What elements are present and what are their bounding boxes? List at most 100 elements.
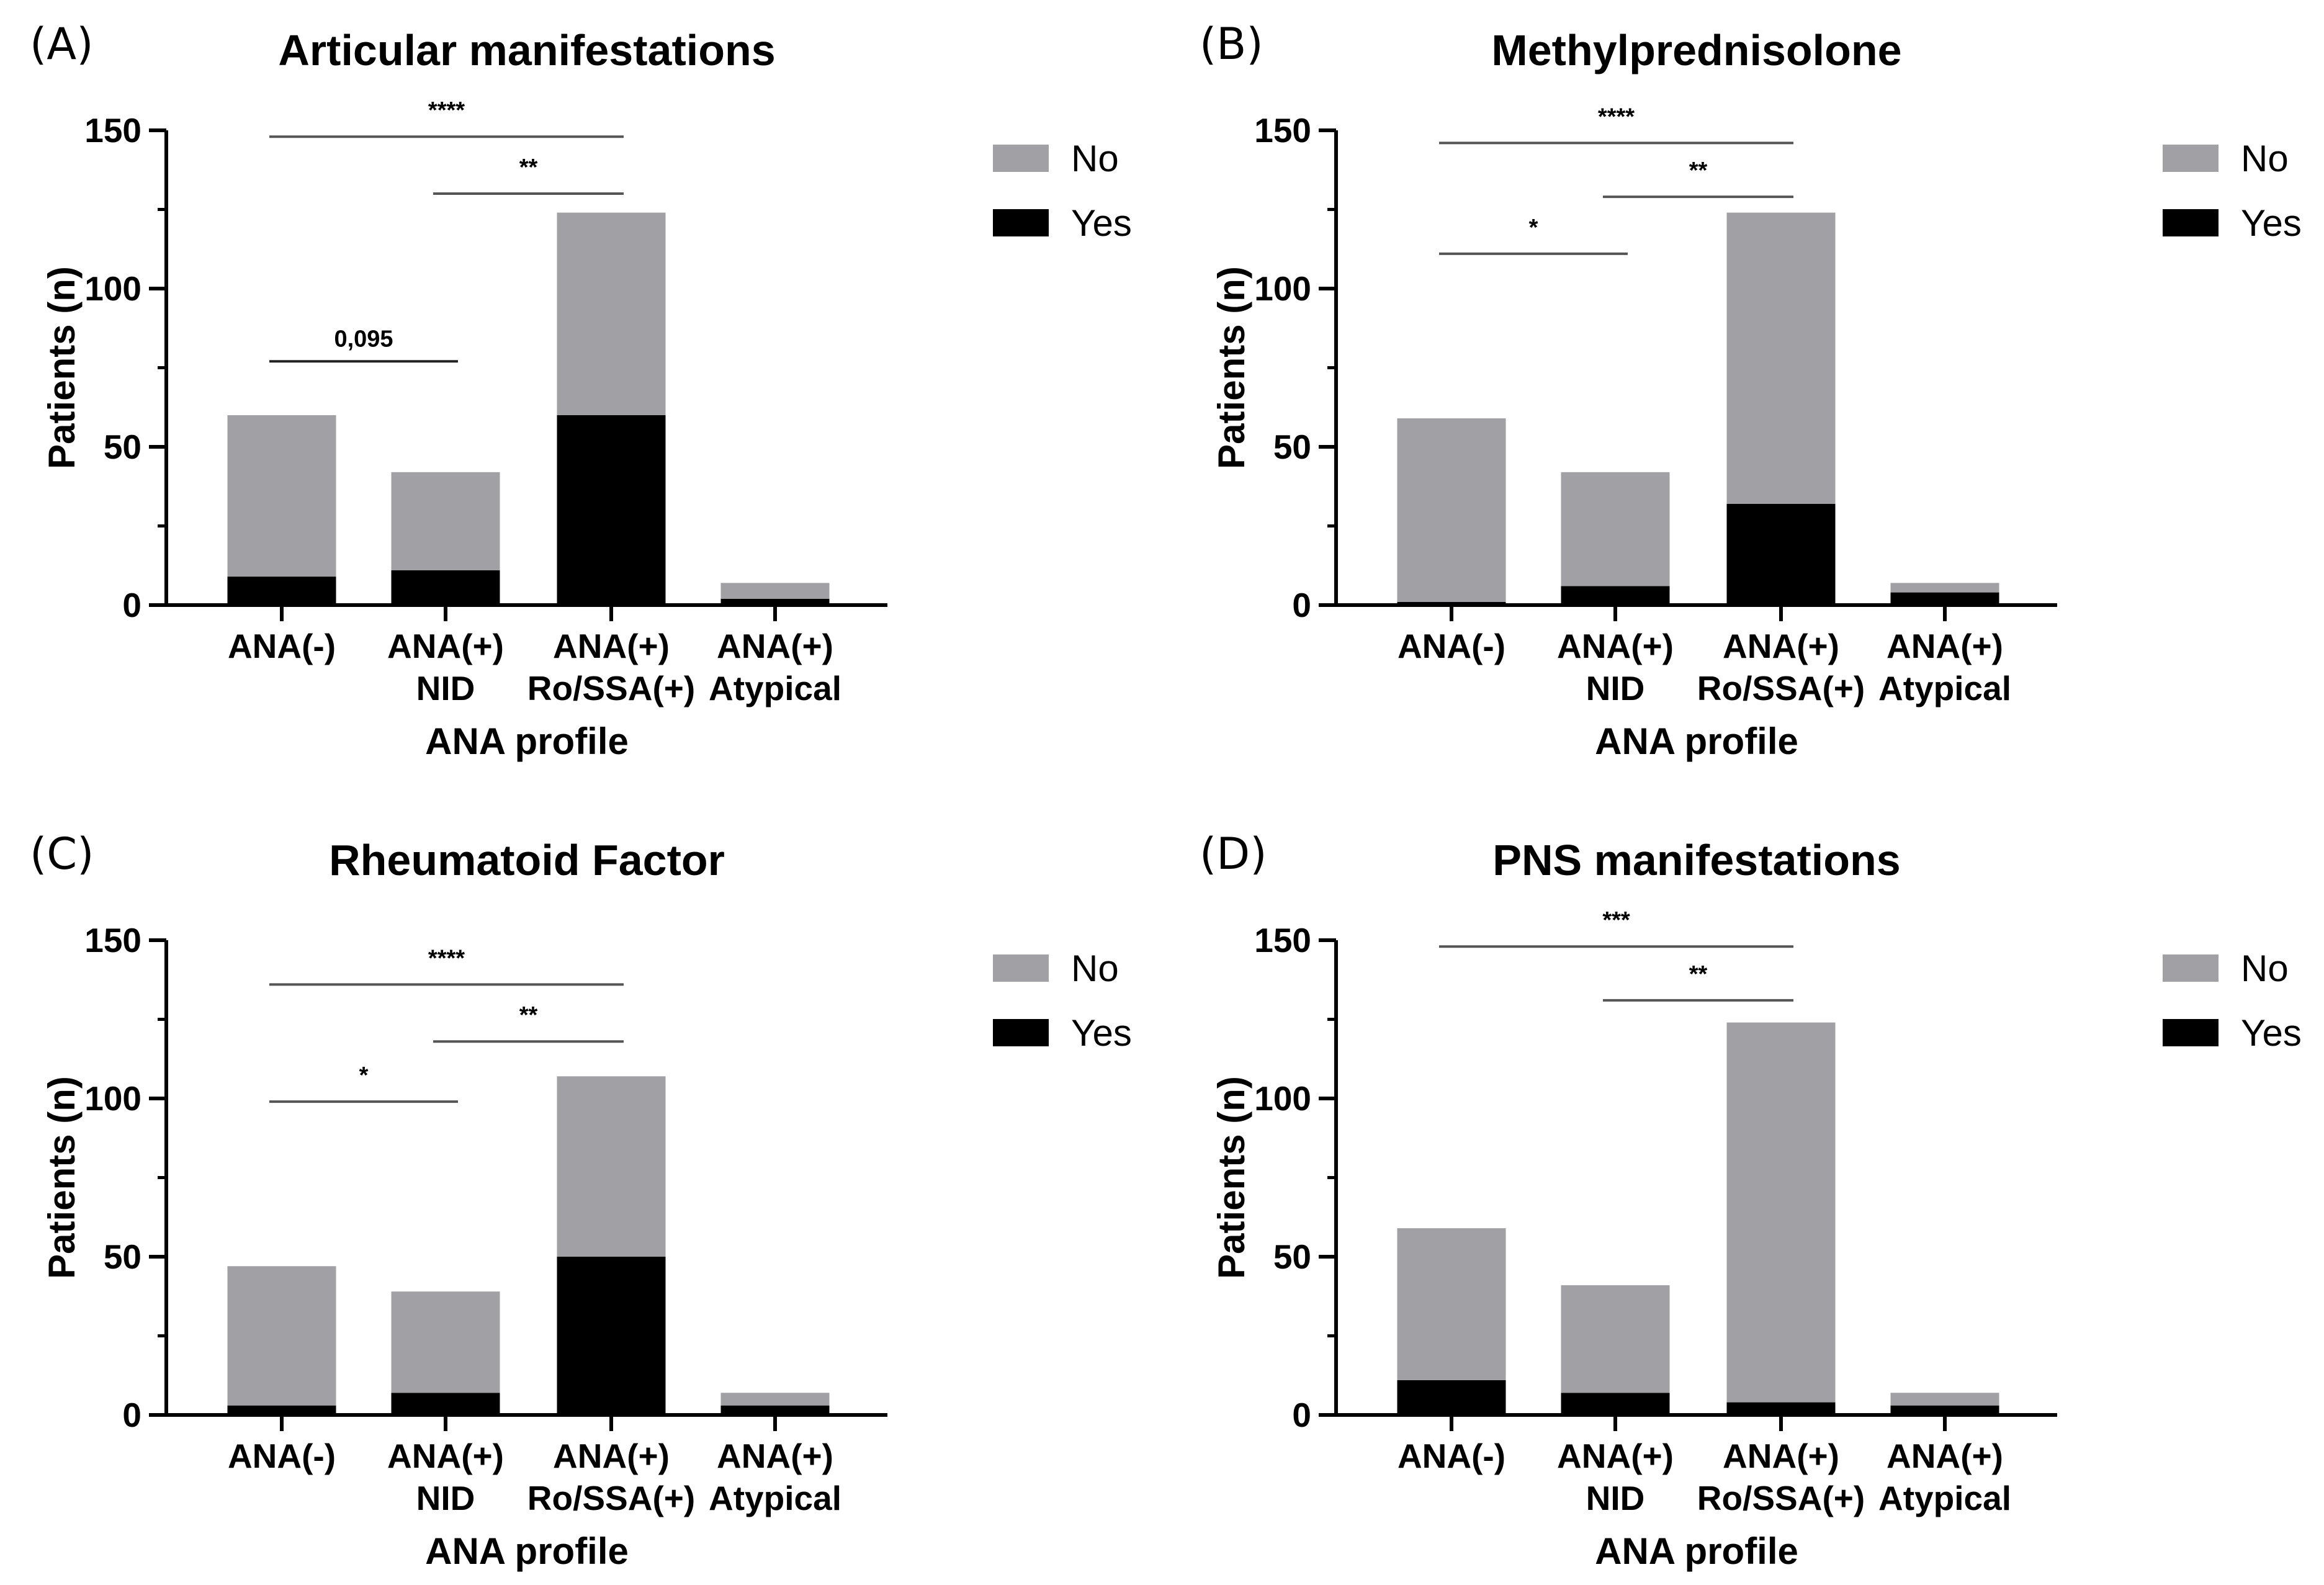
- y-tick-label: 50: [1273, 428, 1311, 466]
- x-tick-label: ANA(-): [228, 627, 336, 665]
- x-tick-label: Ro/SSA(+): [527, 1479, 695, 1517]
- y-tick-label: 50: [104, 1237, 141, 1276]
- x-tick-label: NID: [416, 669, 475, 707]
- bar-yes: [227, 577, 336, 605]
- x-tick-label: NID: [1586, 1479, 1645, 1517]
- significance-label: ****: [428, 97, 465, 123]
- bar-yes: [1890, 1405, 1999, 1415]
- legend-swatch-no: [993, 954, 1049, 982]
- significance-label: ****: [1598, 104, 1635, 130]
- bar-yes: [227, 1405, 336, 1415]
- legend-label-yes: Yes: [2241, 202, 2302, 244]
- bar-no: [720, 1393, 830, 1406]
- legend-swatch-no: [993, 145, 1049, 172]
- legend-label-no: No: [1071, 138, 1119, 179]
- x-tick-label: ANA(+): [1723, 627, 1839, 665]
- x-tick-label: NID: [1586, 669, 1645, 707]
- y-tick-label: 100: [1254, 1079, 1311, 1118]
- significance-label: **: [1689, 158, 1708, 184]
- bar-no: [720, 583, 830, 599]
- legend-swatch-yes: [993, 1019, 1049, 1046]
- y-tick-label: 150: [84, 921, 141, 959]
- x-tick-label: Atypical: [709, 669, 841, 707]
- y-tick-label: 0: [1292, 1396, 1311, 1434]
- x-tick-label: ANA(-): [1398, 1437, 1505, 1475]
- bar-yes: [557, 1257, 666, 1415]
- x-axis-label: ANA profile: [1595, 1530, 1798, 1572]
- y-tick-label: 0: [122, 1396, 141, 1434]
- y-tick-label: 0: [122, 586, 141, 624]
- y-tick-label: 100: [84, 269, 141, 308]
- bar-no: [227, 415, 336, 577]
- bar-yes: [557, 415, 666, 605]
- x-tick-label: ANA(+): [553, 627, 670, 665]
- bar-no: [1561, 1285, 1670, 1393]
- x-tick-label: ANA(+): [1887, 1437, 2003, 1475]
- x-tick-label: NID: [416, 1479, 475, 1517]
- y-tick-label: 0: [1292, 586, 1311, 624]
- legend-swatch-yes: [2163, 1019, 2219, 1046]
- y-tick-label: 150: [84, 111, 141, 150]
- x-tick-label: ANA(+): [1887, 627, 2003, 665]
- x-axis-label: ANA profile: [425, 1530, 629, 1572]
- chart-panel-c: (C) Rheumatoid Factor 0 50 100 150 Patients (n…: [30, 828, 1132, 1572]
- bar-yes: [1726, 1402, 1836, 1415]
- chart-panel-b: (B) Methylprednisolone 0 50 100 150 Patients (…: [1200, 19, 2302, 762]
- legend-swatch-no: [2163, 145, 2219, 172]
- significance-label: *: [359, 1062, 369, 1089]
- panel-label: (D): [1200, 828, 1267, 879]
- y-axis-label: Patients (n): [41, 266, 83, 469]
- x-tick-label: ANA(+): [1723, 1437, 1839, 1475]
- significance-label: **: [519, 155, 538, 181]
- bar-yes: [1561, 1393, 1670, 1415]
- panel-label: (B): [1200, 19, 1263, 70]
- x-tick-label: Ro/SSA(+): [1697, 1479, 1865, 1517]
- y-tick-label: 50: [1273, 1237, 1311, 1276]
- bar-no: [1890, 1393, 1999, 1406]
- bar-no: [391, 472, 500, 570]
- chart-panel-d: (D) PNS manifestations 0 50 100 150 Patients (…: [1200, 828, 2302, 1572]
- bar-yes: [1397, 601, 1506, 605]
- bar-yes: [1890, 592, 1999, 605]
- x-axis-label: ANA profile: [1595, 721, 1798, 762]
- bar-no: [1561, 472, 1670, 586]
- chart-title: Methylprednisolone: [1491, 26, 1901, 74]
- legend-label-no: No: [1071, 948, 1119, 989]
- legend-swatch-no: [2163, 954, 2219, 982]
- x-tick-label: ANA(+): [717, 1437, 833, 1475]
- x-tick-label: ANA(+): [717, 627, 833, 665]
- legend-swatch-yes: [993, 209, 1049, 236]
- bar-no: [1397, 418, 1506, 602]
- y-axis-label: Patients (n): [1211, 266, 1252, 469]
- x-tick-label: Atypical: [709, 1479, 841, 1517]
- panel-label: (C): [30, 828, 94, 879]
- bar-no: [557, 212, 666, 415]
- y-tick-label: 150: [1254, 111, 1311, 150]
- chart-title: PNS manifestations: [1492, 836, 1900, 884]
- bar-yes: [720, 598, 830, 605]
- legend-label-no: No: [2241, 948, 2289, 989]
- x-tick-label: ANA(+): [1557, 627, 1674, 665]
- bar-no: [1726, 1022, 1836, 1403]
- legend-label-yes: Yes: [2241, 1012, 2302, 1054]
- x-tick-label: ANA(-): [228, 1437, 336, 1475]
- chart-title: Rheumatoid Factor: [329, 836, 725, 884]
- y-tick-label: 100: [84, 1079, 141, 1118]
- significance-label: ***: [1602, 907, 1630, 933]
- y-axis-label: Patients (n): [41, 1076, 83, 1279]
- x-tick-label: ANA(+): [553, 1437, 670, 1475]
- significance-label: **: [1689, 961, 1708, 987]
- bar-no: [391, 1291, 500, 1393]
- x-tick-label: Ro/SSA(+): [527, 669, 695, 707]
- legend-swatch-yes: [2163, 209, 2219, 236]
- legend-label-no: No: [2241, 138, 2289, 179]
- x-tick-label: ANA(+): [387, 627, 504, 665]
- bar-yes: [1561, 586, 1670, 605]
- legend-label-yes: Yes: [1071, 202, 1132, 244]
- significance-label: 0,095: [334, 326, 393, 352]
- panel-label: (A): [30, 19, 94, 70]
- x-tick-label: ANA(-): [1398, 627, 1505, 665]
- bar-no: [1726, 212, 1836, 504]
- significance-label: ****: [428, 945, 465, 971]
